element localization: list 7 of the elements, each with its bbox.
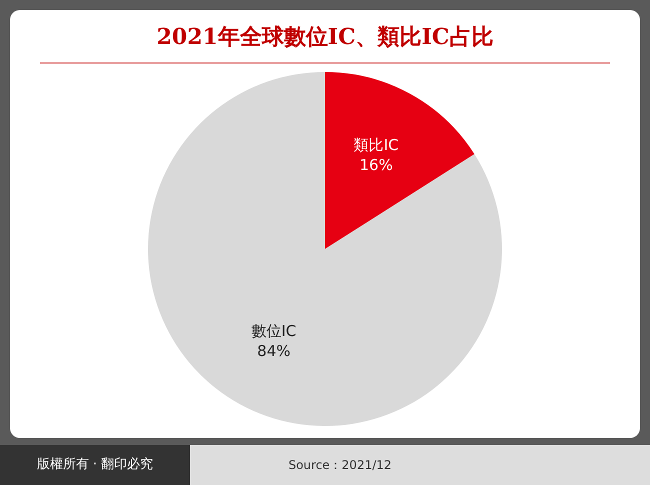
- slice-label: 數位IC: [251, 322, 296, 340]
- data-label: 16%: [359, 156, 393, 174]
- text: 版權所有 · 翻印必究: [0, 445, 190, 485]
- chart-title: 2021年全球數位IC、類比IC占比: [156, 23, 494, 52]
- data-label: 84%: [257, 342, 291, 360]
- source-note: Source：2021/12: [287, 457, 393, 474]
- slice-label: 類比IC: [354, 136, 399, 154]
